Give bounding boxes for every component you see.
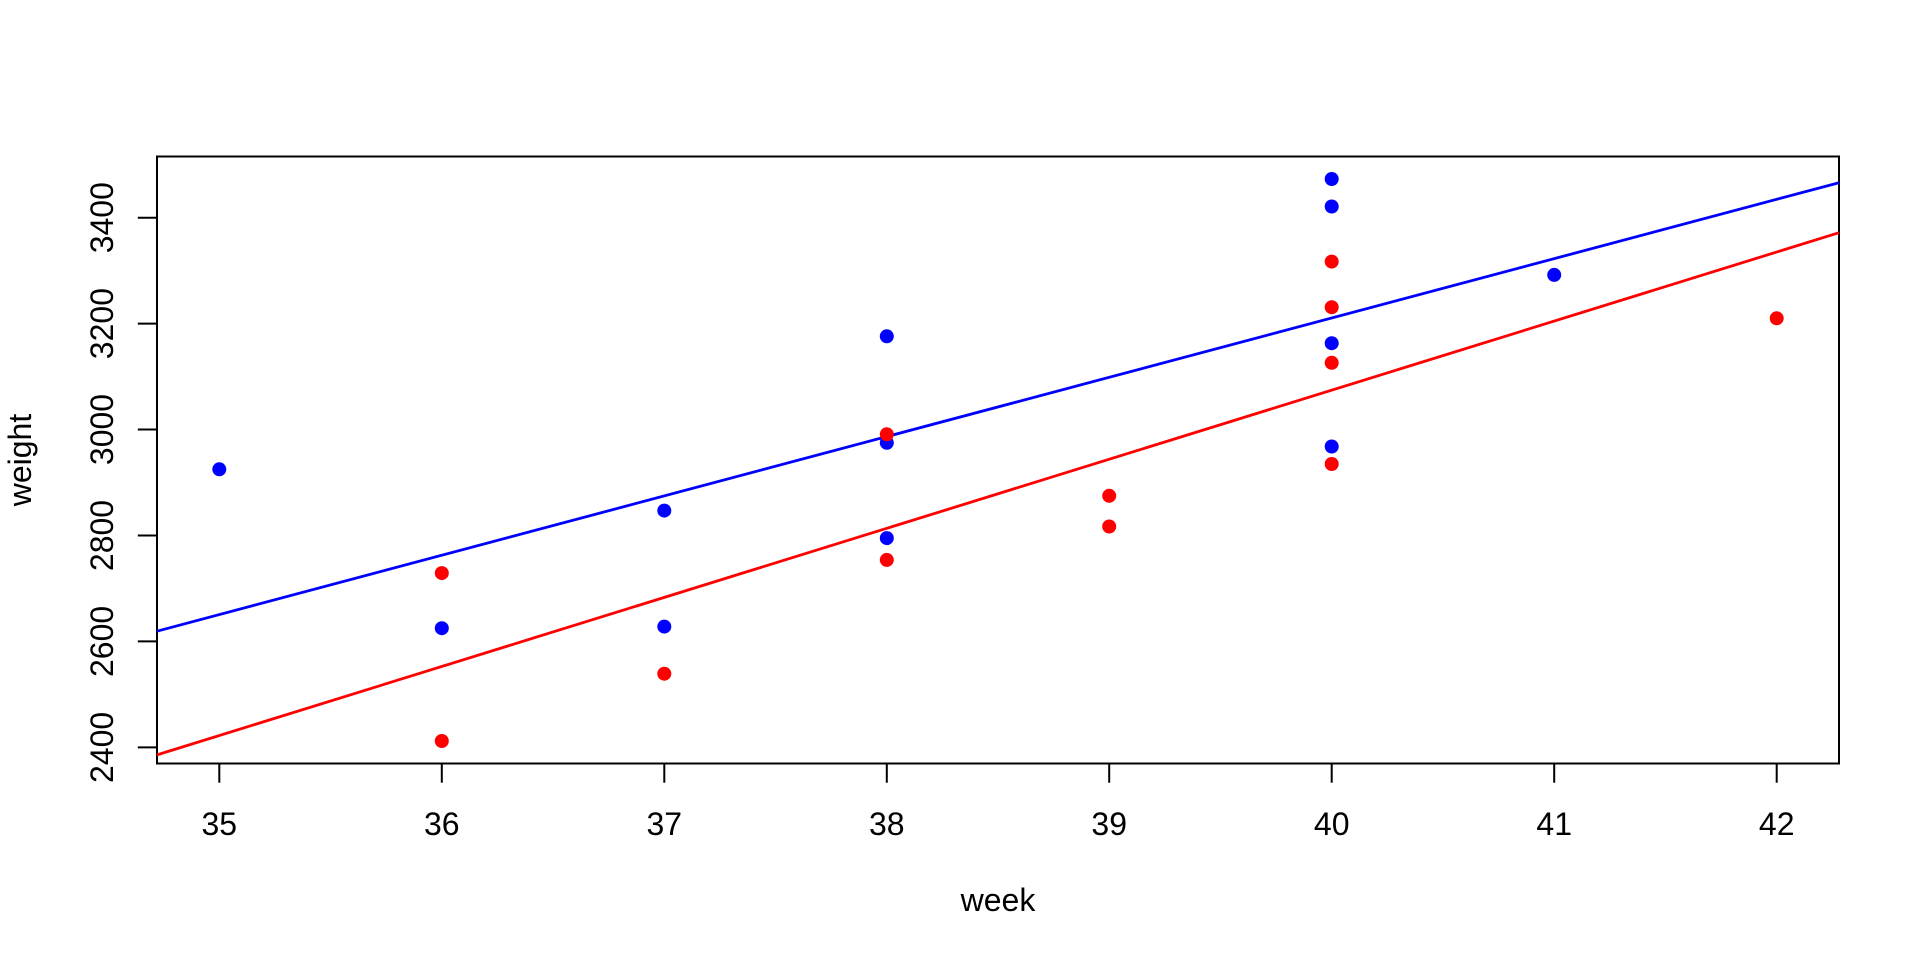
svg-text:38: 38 bbox=[869, 806, 905, 842]
svg-text:2400: 2400 bbox=[84, 712, 120, 783]
svg-text:3200: 3200 bbox=[84, 288, 120, 359]
svg-text:3400: 3400 bbox=[84, 182, 120, 253]
svg-text:37: 37 bbox=[647, 806, 683, 842]
svg-text:41: 41 bbox=[1536, 806, 1572, 842]
svg-text:2800: 2800 bbox=[84, 500, 120, 571]
svg-text:35: 35 bbox=[202, 806, 238, 842]
svg-text:40: 40 bbox=[1314, 806, 1350, 842]
svg-text:weight: weight bbox=[2, 414, 38, 508]
svg-text:2600: 2600 bbox=[84, 606, 120, 677]
svg-text:36: 36 bbox=[424, 806, 460, 842]
svg-text:3000: 3000 bbox=[84, 394, 120, 465]
svg-text:39: 39 bbox=[1091, 806, 1127, 842]
svg-text:week: week bbox=[960, 882, 1037, 918]
svg-text:42: 42 bbox=[1759, 806, 1795, 842]
